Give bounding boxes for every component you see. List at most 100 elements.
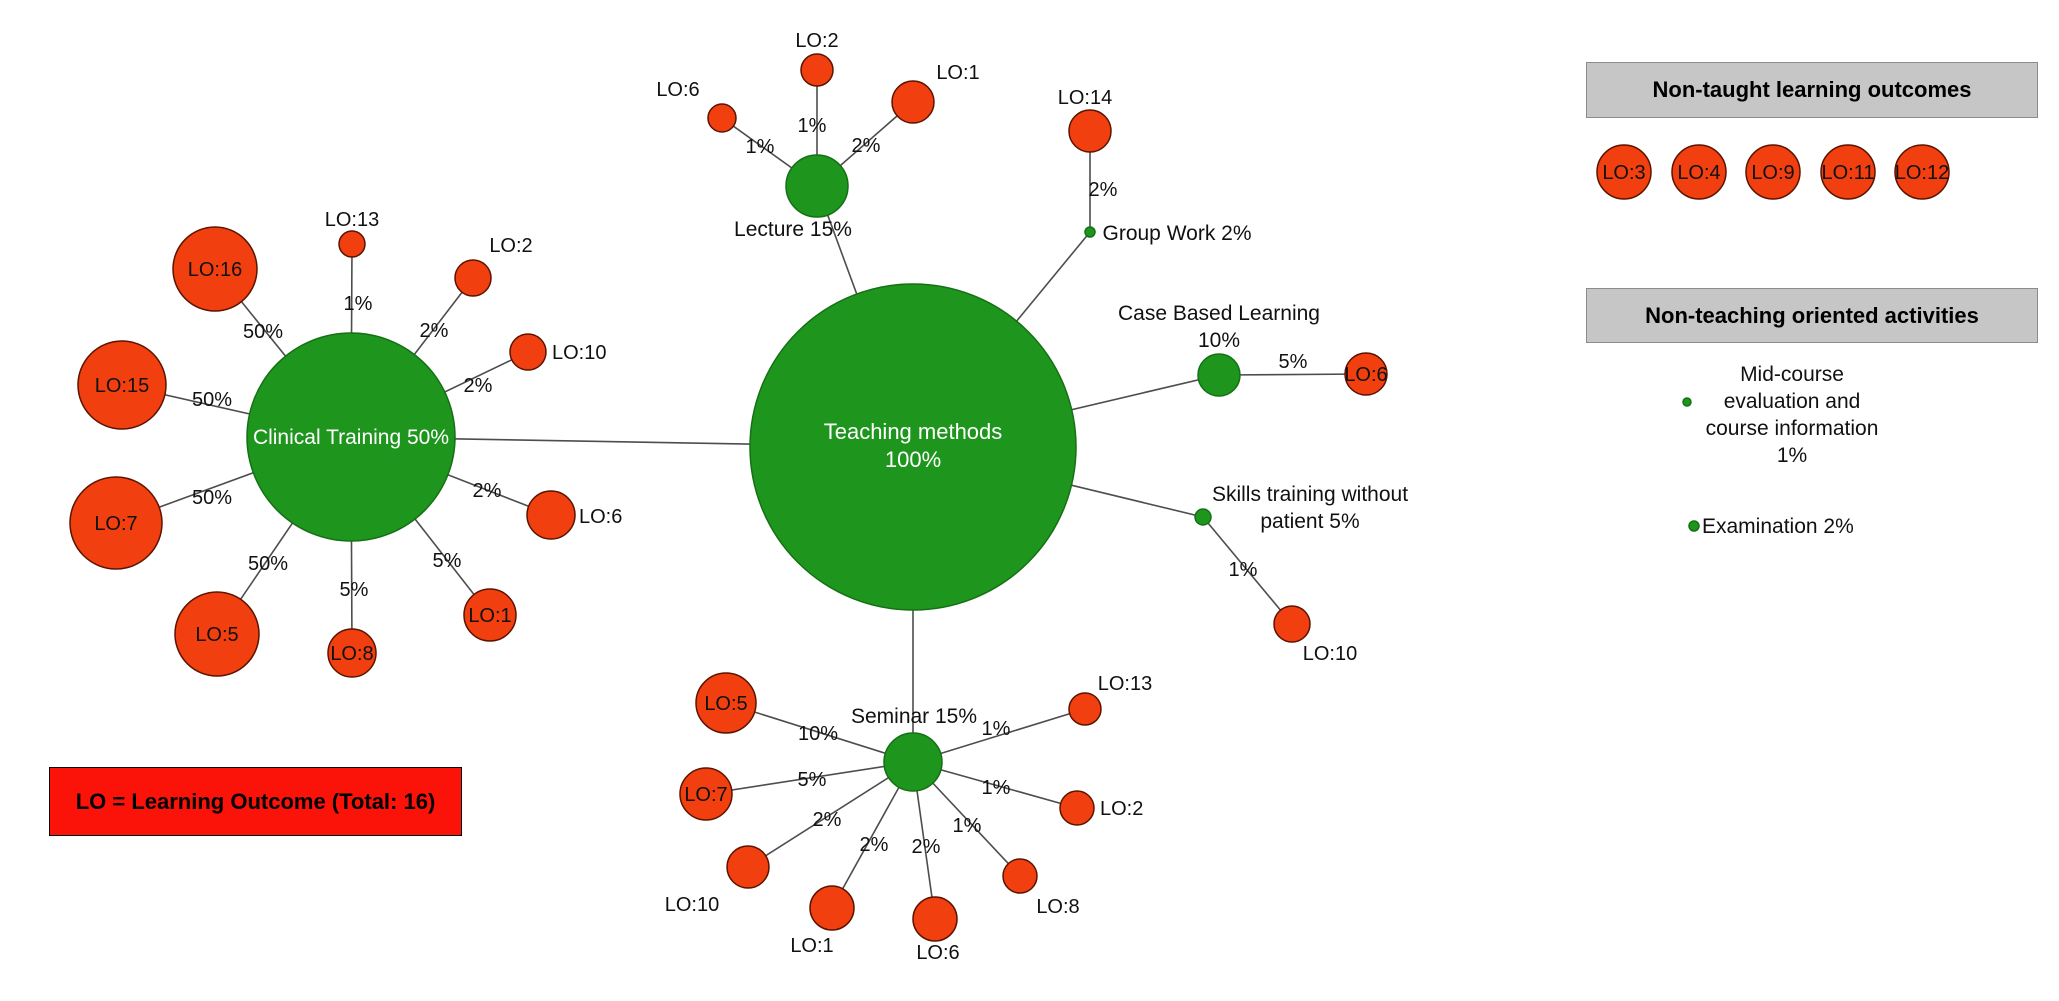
edge-label-cbl-cb6: 5% [1279, 351, 1308, 373]
node-s2-label: LO:2 [1100, 798, 1143, 820]
node-s13-label: LO:13 [1098, 673, 1152, 695]
node-s1-circle [809, 885, 855, 931]
node-teaching-label: 100% [885, 447, 941, 472]
node-cbl-label: Case Based Learning [1118, 302, 1320, 325]
edge-label-skills-sk10: 1% [1229, 559, 1258, 581]
edge-label-clinical-c16: 50% [243, 321, 283, 343]
node-clinical-circle [246, 332, 456, 542]
node-seminar-label: Seminar 15% [851, 705, 977, 728]
node-lecture-circle [785, 154, 849, 218]
legend-box: LO = Learning Outcome (Total: 16) [49, 767, 462, 836]
edge-label-clinical-c6: 2% [473, 480, 502, 502]
node-c5-circle [174, 591, 260, 677]
edge-label-clinical-c5: 50% [248, 553, 288, 575]
node-midcourse-circle [1682, 397, 1692, 407]
edge-label-seminar-s2: 1% [982, 777, 1011, 799]
node-c13-circle [338, 230, 366, 258]
node-skills-label: patient 5% [1260, 510, 1359, 533]
edge-seminar-s5 [725, 702, 914, 763]
node-c8-circle [327, 628, 377, 678]
node-p9-label: LO:9 [1751, 162, 1794, 184]
node-p4-label: LO:4 [1677, 162, 1720, 184]
node-s7-circle [679, 767, 733, 821]
node-p3-label: LO:3 [1602, 162, 1645, 184]
node-midcourse-label: Mid-course [1740, 363, 1844, 386]
node-p3-circle [1596, 144, 1652, 200]
node-s5-circle [695, 672, 757, 734]
node-exam-circle [1688, 520, 1700, 532]
node-p12-circle [1894, 144, 1950, 200]
node-groupwork-circle [1084, 226, 1096, 238]
node-midcourse-label: 1% [1777, 444, 1807, 467]
edge-seminar-s7 [705, 761, 914, 795]
edge-label-groupwork-lo14: 2% [1089, 179, 1118, 201]
edge-label-clinical-c13: 1% [344, 293, 373, 315]
node-s6-circle [912, 896, 958, 942]
node-lo14-label: LO:14 [1058, 87, 1112, 109]
edge-seminar-s13 [912, 708, 1086, 763]
node-c1-circle [463, 588, 517, 642]
node-skills-label: Skills training without [1212, 483, 1408, 506]
edge-seminar-s10 [747, 761, 914, 868]
node-p12-label: LO:12 [1895, 162, 1949, 184]
node-s10-label: LO:10 [665, 894, 719, 916]
node-cbl-label: 10% [1198, 329, 1240, 352]
edge-label-seminar-s13: 1% [982, 718, 1011, 740]
node-c7-label: LO:7 [94, 513, 137, 535]
node-cbl-circle [1197, 353, 1241, 397]
edge-label-clinical-c15: 50% [192, 389, 232, 411]
node-layer [69, 53, 1950, 942]
node-l6-label: LO:6 [656, 79, 699, 101]
edge-cbl-cb6 [1218, 373, 1367, 376]
node-cb6-circle [1344, 352, 1388, 396]
node-p9-circle [1745, 144, 1801, 200]
node-seminar-circle [883, 732, 943, 792]
node-c6-label: LO:6 [579, 506, 622, 528]
edge-label-clinical-c8: 5% [340, 579, 369, 601]
node-s8-circle [1002, 858, 1038, 894]
node-cb6-label: LO:6 [1344, 364, 1387, 386]
node-l6-circle [707, 103, 737, 133]
node-c1-label: LO:1 [468, 605, 511, 627]
node-c15-label: LO:15 [95, 375, 149, 397]
node-sk10-circle [1273, 605, 1311, 643]
node-s2-circle [1059, 790, 1095, 826]
node-c16-circle [172, 226, 258, 312]
node-exam-label: Examination 2% [1702, 515, 1854, 538]
node-l2-label: LO:2 [795, 30, 838, 52]
node-c10-circle [509, 333, 547, 371]
node-sk10-label: LO:10 [1303, 643, 1357, 665]
edge-label-seminar-s10: 2% [813, 809, 842, 831]
node-c2-circle [454, 259, 492, 297]
node-s8-label: LO:8 [1036, 896, 1079, 918]
edge-label-seminar-s6: 2% [912, 836, 941, 858]
node-groupwork-label: Group Work 2% [1103, 222, 1252, 245]
node-c7-circle [69, 476, 163, 570]
edge-label-clinical-c10: 2% [464, 375, 493, 397]
non-taught-header: Non-taught learning outcomes [1586, 62, 2038, 118]
edge-label-seminar-s5: 10% [798, 723, 838, 745]
node-c6-circle [526, 490, 576, 540]
node-s5-label: LO:5 [704, 693, 747, 715]
edge-label-clinical-c7: 50% [192, 487, 232, 509]
non-teaching-header: Non-teaching oriented activities [1586, 288, 2038, 343]
node-s1-label: LO:1 [790, 935, 833, 957]
node-l1-label: LO:1 [936, 62, 979, 84]
edge-label-seminar-s8: 1% [953, 815, 982, 837]
node-l2-circle [800, 53, 834, 87]
edge-label-lecture-l1: 2% [852, 135, 881, 157]
label-layer: 2%5%1%50%1%2%2%50%50% 2%50%5%5%1%1%2%10% 1… [94, 30, 1949, 964]
node-clinical-label: Clinical Training 50% [253, 426, 449, 449]
node-s6-label: LO:6 [916, 942, 959, 964]
node-s13-circle [1068, 692, 1102, 726]
node-c10-label: LO:10 [552, 342, 606, 364]
node-c15-circle [77, 340, 167, 430]
edge-label-lecture-l6: 1% [746, 136, 775, 158]
node-c13-label: LO:13 [325, 209, 379, 231]
node-lecture-label: Lecture 15% [734, 218, 852, 241]
node-c16-label: LO:16 [188, 259, 242, 281]
edge-label-seminar-s1: 2% [860, 834, 889, 856]
node-c5-label: LO:5 [195, 624, 238, 646]
node-s10-circle [726, 845, 770, 889]
node-p4-circle [1671, 144, 1727, 200]
